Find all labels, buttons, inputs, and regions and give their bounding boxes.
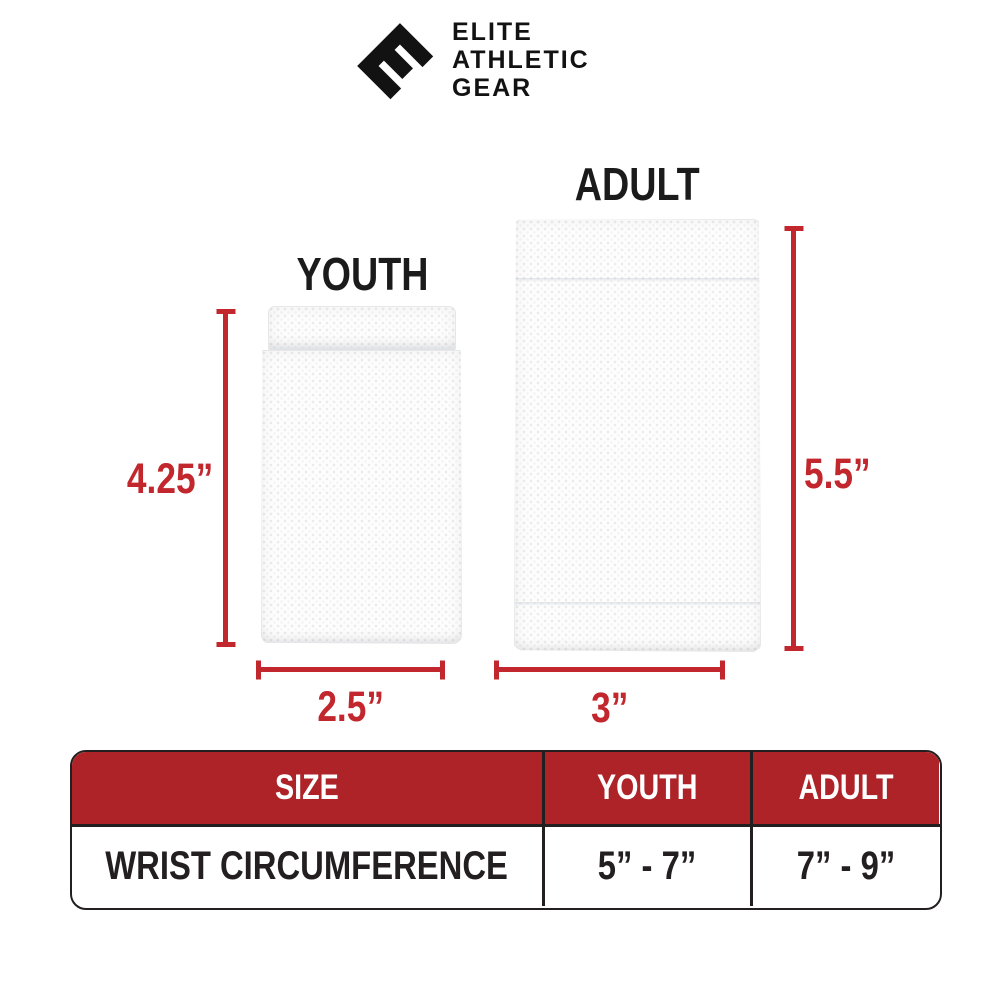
elite-e-logo-icon bbox=[352, 18, 436, 102]
size-table-header-row: SIZE YOUTH ADULT bbox=[72, 752, 940, 827]
youth-range-cell: 5” - 7” bbox=[542, 827, 750, 906]
brand-name-line-1: ELITE bbox=[452, 18, 533, 46]
brand-name: ELITE ATHLETIC GEAR bbox=[452, 18, 590, 102]
size-table-header-adult: ADULT bbox=[750, 752, 939, 824]
adult-wristband-image bbox=[514, 219, 761, 652]
youth-heading: YOUTH bbox=[262, 247, 462, 301]
youth-wristband-cuff-image bbox=[268, 306, 456, 350]
size-table: SIZE YOUTH ADULT WRIST CIRCUMFERENCE 5” … bbox=[70, 750, 942, 910]
size-table-header-youth: YOUTH bbox=[542, 752, 750, 824]
adult-height-label: 5.5” bbox=[804, 450, 871, 498]
adult-heading: ADULT bbox=[515, 157, 760, 211]
adult-height-dimension-line bbox=[791, 228, 796, 649]
youth-height-label: 4.25” bbox=[126, 455, 213, 503]
adult-wristband-top-seam bbox=[515, 278, 760, 282]
brand-name-line-3: GEAR bbox=[452, 74, 533, 102]
brand-name-line-2: ATHLETIC bbox=[452, 46, 590, 74]
adult-width-label: 3” bbox=[590, 684, 629, 732]
brand-logo: ELITE ATHLETIC GEAR bbox=[352, 18, 590, 102]
wrist-circumference-label-cell: WRIST CIRCUMFERENCE bbox=[105, 844, 509, 888]
adult-width-dimension-line bbox=[496, 667, 723, 672]
youth-width-label: 2.5” bbox=[317, 683, 384, 731]
youth-wristband-image bbox=[261, 350, 462, 644]
youth-height-dimension-line bbox=[223, 311, 228, 645]
adult-heading-text: ADULT bbox=[574, 158, 700, 210]
adult-range-cell: 7” - 9” bbox=[750, 827, 939, 906]
youth-heading-text: YOUTH bbox=[295, 248, 429, 300]
youth-width-dimension-line bbox=[258, 667, 443, 672]
size-table-header-size: SIZE bbox=[72, 752, 542, 824]
adult-wristband-bottom-seam bbox=[515, 602, 760, 606]
size-table-data-row: WRIST CIRCUMFERENCE 5” - 7” 7” - 9” bbox=[72, 827, 940, 906]
